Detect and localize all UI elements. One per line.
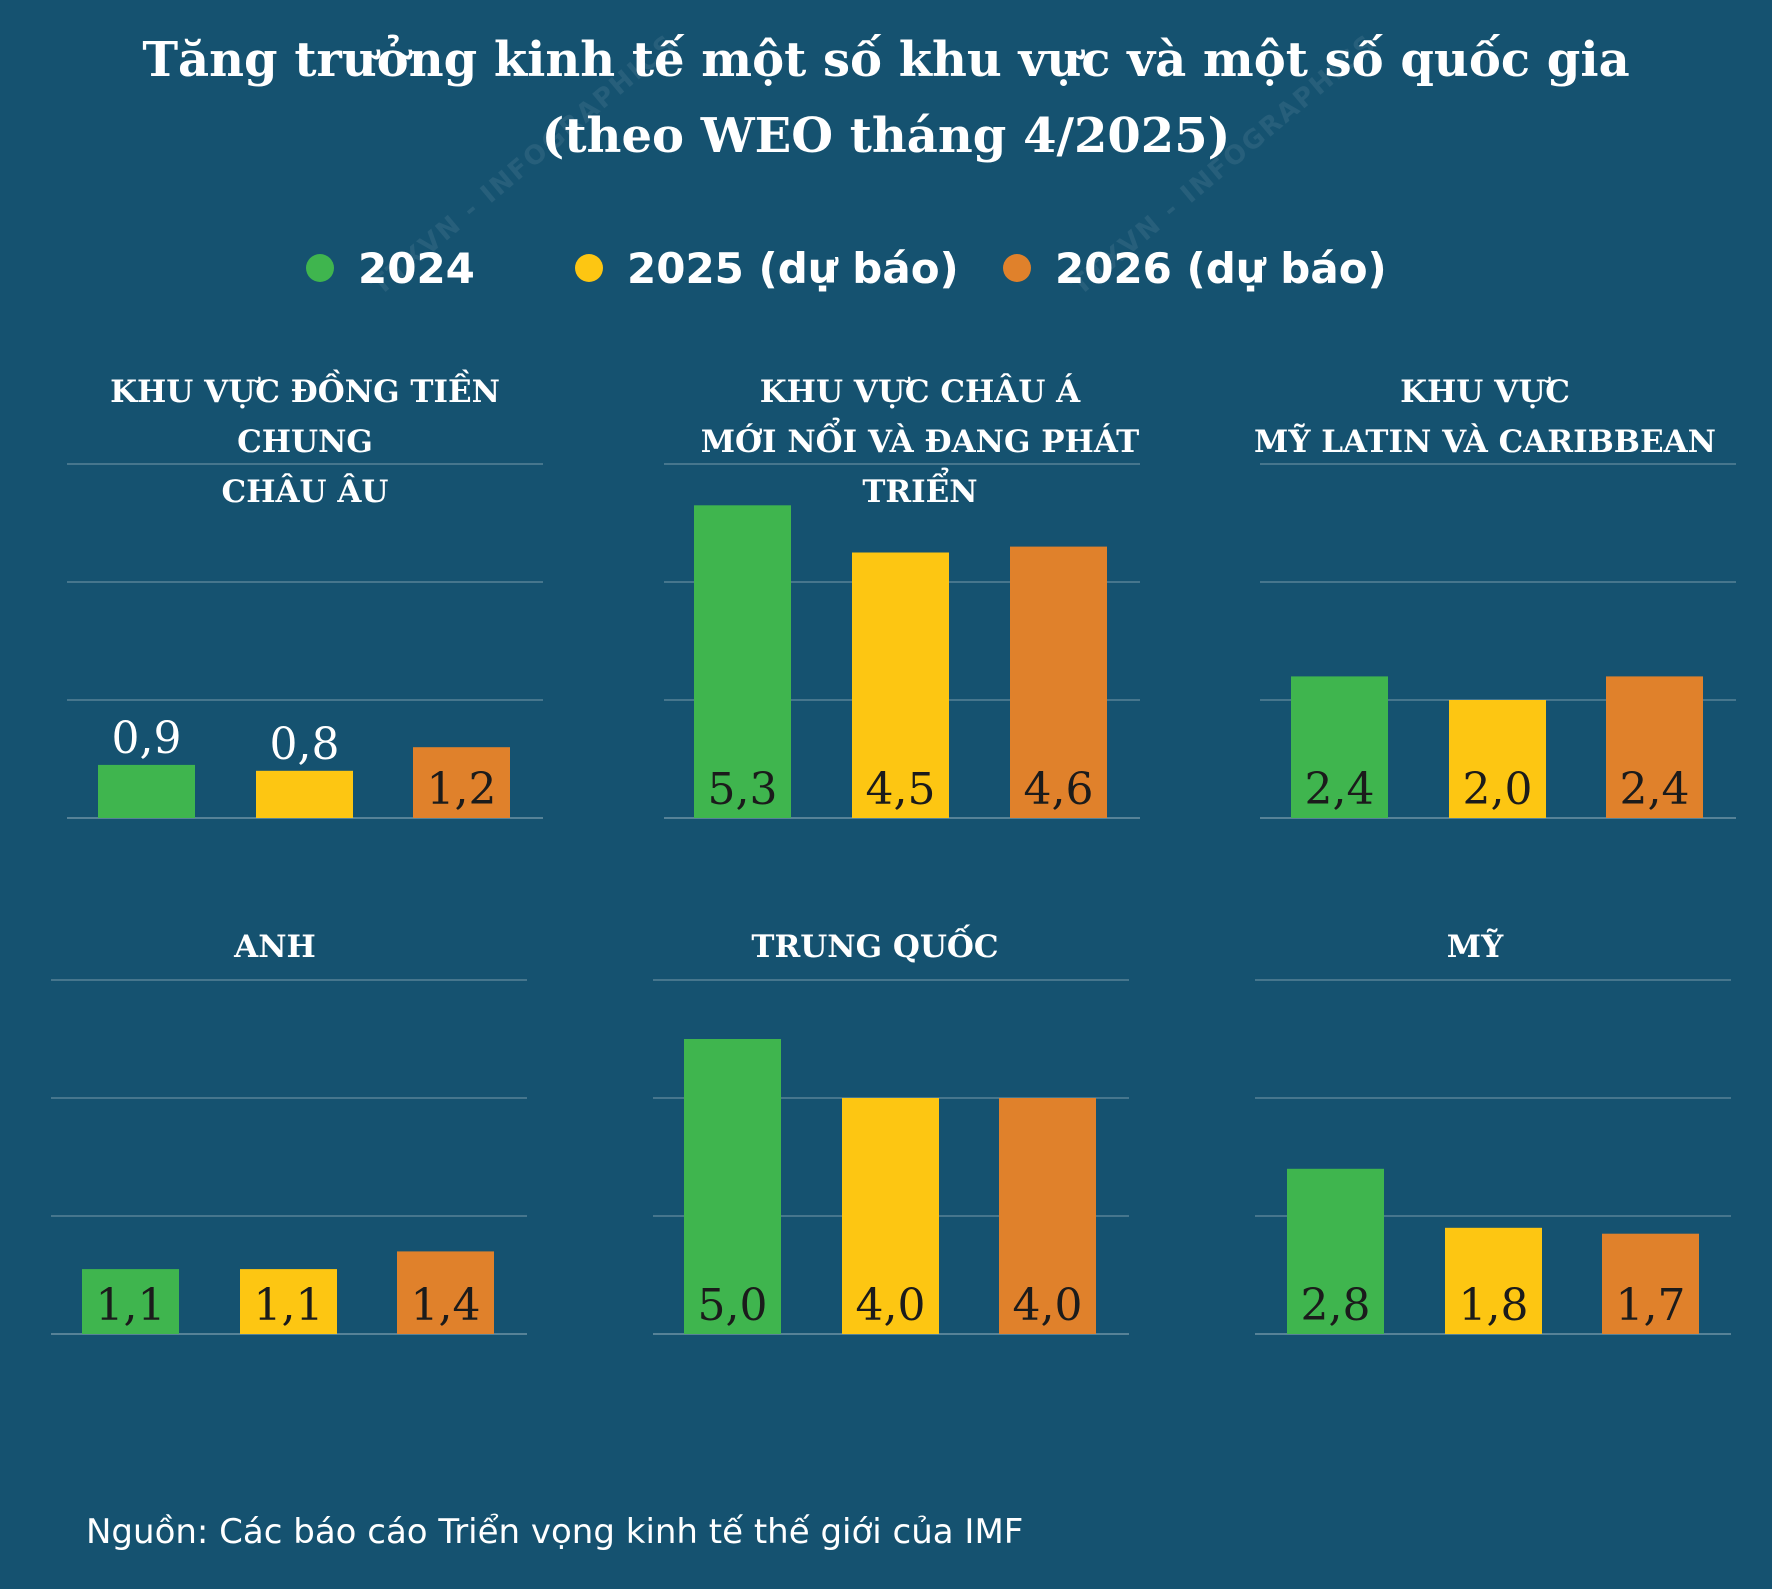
data-label: 2,4 — [1305, 764, 1375, 815]
bar — [842, 1098, 939, 1334]
legend-label: 2026 (dự báo) — [1055, 243, 1387, 293]
bar — [852, 552, 949, 818]
data-label: 1,1 — [254, 1280, 324, 1331]
data-label: 2,4 — [1620, 764, 1690, 815]
legend-label: 2025 (dự báo) — [627, 243, 959, 293]
data-label: 5,3 — [708, 764, 778, 815]
panel-title-line: MỸ LATIN VÀ CARIBBEAN — [1254, 424, 1716, 460]
panel-title-china: TRUNG QUỐC — [650, 922, 1100, 972]
data-label: 1,7 — [1616, 1280, 1686, 1331]
bar — [694, 505, 791, 818]
panel-title-line: CHÂU ÂU — [221, 474, 389, 510]
panel-title-uk: ANH — [50, 922, 500, 972]
bar — [684, 1039, 781, 1334]
bar — [256, 770, 353, 818]
data-label: 5,0 — [698, 1280, 768, 1331]
data-label: 4,0 — [856, 1280, 926, 1331]
bar — [98, 764, 195, 818]
chart-panel: 5,3 4,5 4,6 — [664, 463, 1140, 819]
panel-title-line: TRUNG QUỐC — [751, 929, 999, 965]
chart-panel: 1,1 1,1 1,4 — [51, 979, 527, 1335]
panel-title-eurozone: KHU VỰC ĐỒNG TIỀN CHUNG CHÂU ÂU — [40, 367, 570, 517]
panel-title-line: MỸ — [1446, 929, 1504, 965]
bar — [1449, 700, 1546, 818]
data-label: 0,9 — [112, 713, 182, 764]
panel-title-line: MỚI NỔI VÀ ĐANG PHÁT TRIỂN — [700, 424, 1140, 510]
bar — [1291, 676, 1388, 818]
bar — [1010, 546, 1107, 818]
data-label: 1,1 — [96, 1280, 166, 1331]
bar — [1445, 1227, 1542, 1334]
bar — [413, 747, 510, 818]
panel-title-line: ANH — [234, 929, 316, 965]
chart-panel: 5,0 4,0 4,0 — [653, 979, 1129, 1335]
panel-title-usa: MỸ — [1250, 922, 1700, 972]
chart-panel: 2,8 1,8 1,7 — [1255, 979, 1731, 1335]
panel-title-line: KHU VỰC CHÂU Á — [759, 374, 1081, 410]
panel-title-line: KHU VỰC — [1400, 374, 1570, 410]
data-label: 4,6 — [1024, 764, 1094, 815]
chart-panel: 2,4 2,0 2,4 — [1260, 463, 1736, 819]
bar — [1606, 676, 1703, 818]
page-subtitle: (theo WEO tháng 4/2025) — [541, 108, 1231, 164]
bar — [999, 1098, 1096, 1334]
data-label: 4,0 — [1013, 1280, 1083, 1331]
data-label: 2,0 — [1463, 764, 1533, 815]
bar — [1602, 1233, 1699, 1334]
panel-title-latam: KHU VỰC MỸ LATIN VÀ CARIBBEAN — [1250, 367, 1720, 467]
bar — [397, 1251, 494, 1334]
bar — [240, 1269, 337, 1334]
legend-label: 2024 — [358, 243, 475, 293]
data-label: 4,5 — [866, 764, 936, 815]
data-label: 1,8 — [1459, 1280, 1529, 1331]
panel-title-line: KHU VỰC ĐỒNG TIỀN CHUNG — [110, 374, 500, 460]
data-label: 1,4 — [411, 1280, 481, 1331]
legend-dot-icon — [1003, 254, 1031, 282]
source-note: Nguồn: Các báo cáo Triển vọng kinh tế th… — [86, 1512, 1024, 1552]
chart-panel: 0,9 0,8 1,2 — [67, 463, 543, 819]
legend-item-2024: 2024 — [306, 240, 475, 296]
data-label: 0,8 — [270, 719, 340, 770]
legend-item-2026: 2026 (dự báo) — [1003, 240, 1387, 296]
legend-dot-icon — [306, 254, 334, 282]
page-title: Tăng trưởng kinh tế một số khu vực và mộ… — [142, 32, 1630, 88]
data-label: 2,8 — [1301, 1280, 1371, 1331]
bar — [1287, 1168, 1384, 1334]
legend-item-2025: 2025 (dự báo) — [575, 240, 959, 296]
legend-dot-icon — [575, 254, 603, 282]
panel-title-asia: KHU VỰC CHÂU Á MỚI NỔI VÀ ĐANG PHÁT TRIỂ… — [640, 367, 1200, 517]
bar — [82, 1269, 179, 1334]
data-label: 1,2 — [427, 764, 497, 815]
